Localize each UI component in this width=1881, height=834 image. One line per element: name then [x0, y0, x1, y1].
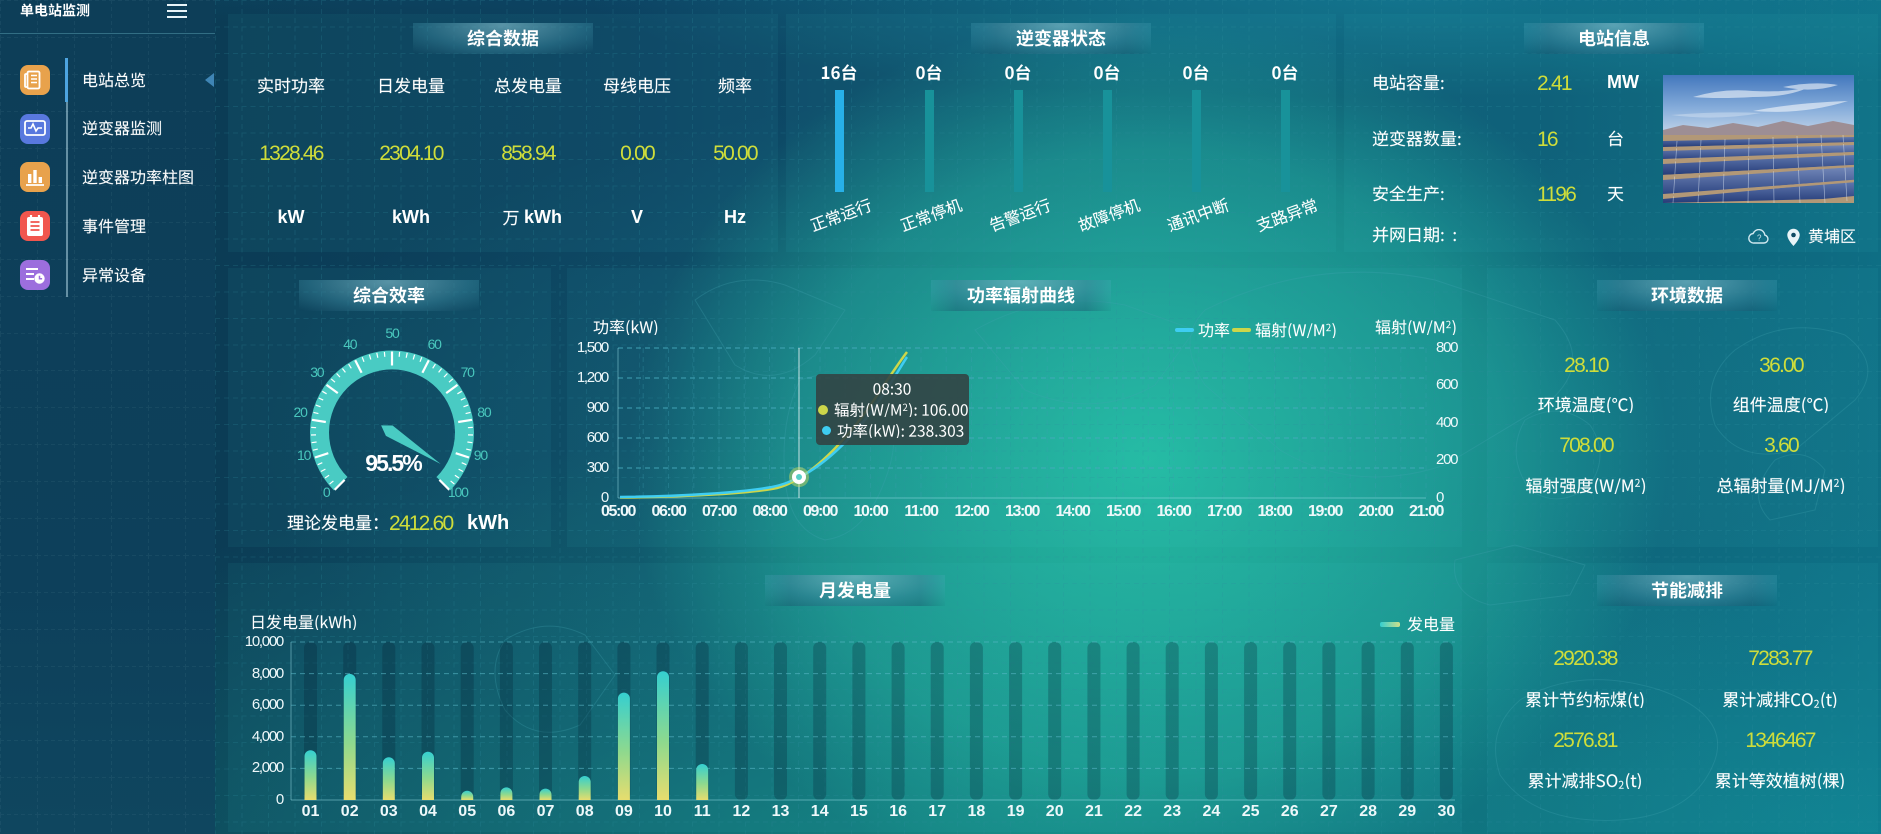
svg-text:?: ? [1757, 234, 1762, 243]
